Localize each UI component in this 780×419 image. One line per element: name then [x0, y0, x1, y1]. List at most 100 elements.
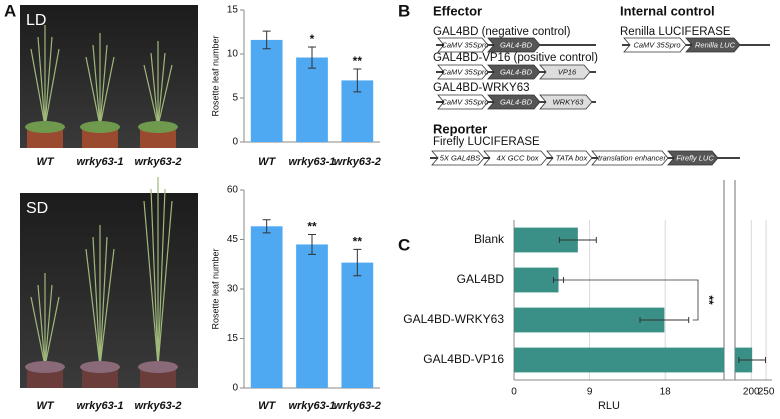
stem [157, 200, 173, 367]
rosette [80, 121, 120, 133]
photo-caption: wrky63-1 [76, 400, 123, 412]
y-tick-label: GAL4BD-VP16 [423, 352, 504, 366]
x-tick-label: 0 [511, 387, 517, 398]
error-bar [639, 317, 690, 323]
stem [143, 64, 159, 127]
error-bar [353, 248, 362, 277]
construct-name: GAL4BD (negative control) [433, 26, 571, 38]
y-axis-label: Rosette leaf number [210, 248, 220, 329]
stem [37, 284, 46, 367]
significance: ** [353, 235, 363, 249]
x-tick-label: wrky63-2 [334, 400, 381, 412]
stem [99, 248, 115, 367]
panel-label: A [4, 1, 16, 20]
y-tick-label: 15 [227, 5, 239, 16]
stem [157, 52, 166, 127]
error-bar [308, 46, 316, 69]
y-tick-label: GAL4BD [457, 272, 505, 286]
photo-caption: wrky63-2 [134, 400, 181, 412]
bar [514, 347, 724, 373]
y-tick-label: 45 [227, 234, 239, 245]
construct-part [487, 37, 541, 53]
construct-part [483, 150, 548, 166]
x-tick-label: WT [258, 400, 276, 412]
x-tick-label: WT [258, 156, 276, 168]
effector-title: Effector [433, 3, 482, 18]
photo-label: SD [26, 200, 48, 217]
rosette [25, 361, 65, 373]
construct-part [437, 94, 489, 110]
y-tick-label: 15 [227, 333, 239, 344]
part-label: TATA box [556, 153, 588, 162]
part-label: translation enhancer [598, 153, 666, 162]
panel-label: C [398, 235, 410, 254]
part-label: GAL4-BD [500, 40, 533, 49]
stem [44, 284, 53, 367]
significance: * [310, 32, 315, 46]
pot [140, 370, 176, 388]
stem [85, 56, 101, 127]
photo-caption: WT [36, 156, 54, 168]
x-tick-label: 9 [587, 387, 593, 398]
bar [341, 262, 374, 388]
error-bar [738, 357, 766, 363]
part-label: Renilla LUC [695, 40, 736, 49]
part-label: GAL4-BD [500, 67, 533, 76]
photo-label: LD [26, 12, 46, 29]
pot [27, 370, 63, 388]
stem [92, 44, 101, 127]
y-axis-label: Rosette leaf number [210, 35, 220, 116]
panel-label: B [398, 1, 410, 20]
stem [157, 64, 173, 127]
reporter-title: Reporter [433, 121, 487, 136]
x-tick-label: wrky63-2 [334, 156, 381, 168]
part-label: CaMV 35Spro [633, 40, 680, 49]
control-title: Internal control [620, 3, 715, 18]
y-tick-label: 5 [232, 93, 238, 104]
bar [296, 244, 328, 388]
bar [296, 57, 328, 142]
stem [44, 48, 60, 127]
error-bar [262, 219, 271, 234]
part-label: CaMV 35Spro [441, 40, 488, 49]
x-tick-label: wrky63-1 [288, 400, 335, 412]
stem [99, 44, 108, 127]
construct-part [431, 150, 485, 166]
x-tick-label: wrky63-1 [288, 156, 335, 168]
error-bar [558, 237, 597, 243]
significance: ** [307, 220, 317, 234]
stem [99, 236, 108, 367]
x-tick-label: 18 [660, 387, 672, 398]
construct-part [437, 37, 489, 53]
rosette [138, 361, 178, 373]
bar [514, 307, 665, 333]
x-tick-label: 200 [743, 387, 760, 398]
part-label: CaMV 35Spro [441, 97, 488, 106]
significance: ** [353, 54, 363, 68]
significance-bracket [563, 279, 699, 321]
stem [37, 36, 46, 127]
construct-part [539, 64, 591, 80]
rosette [138, 121, 178, 133]
pot [140, 130, 176, 148]
construct-part [623, 37, 687, 53]
stem [157, 188, 166, 367]
pot [82, 370, 118, 388]
y-tick-label: 10 [227, 49, 239, 60]
error-bar [262, 30, 271, 50]
y-tick-label: Blank [474, 232, 505, 246]
construct-part [539, 94, 593, 110]
part-label: 5X GAL4BS [440, 153, 480, 162]
part-label: CaMV 35Spro [441, 67, 488, 76]
x-tick-label: 250 [758, 387, 775, 398]
y-tick-label: 60 [227, 185, 239, 196]
part-label: Firefly LUC [676, 153, 714, 162]
construct-part [487, 64, 541, 80]
pot [82, 130, 118, 148]
bar [250, 226, 283, 388]
construct-name: GAL4BD-WRKY63 [433, 82, 530, 94]
construct-part [667, 150, 719, 166]
part-label: WRKY63 [553, 97, 585, 106]
construct-part [591, 150, 669, 166]
